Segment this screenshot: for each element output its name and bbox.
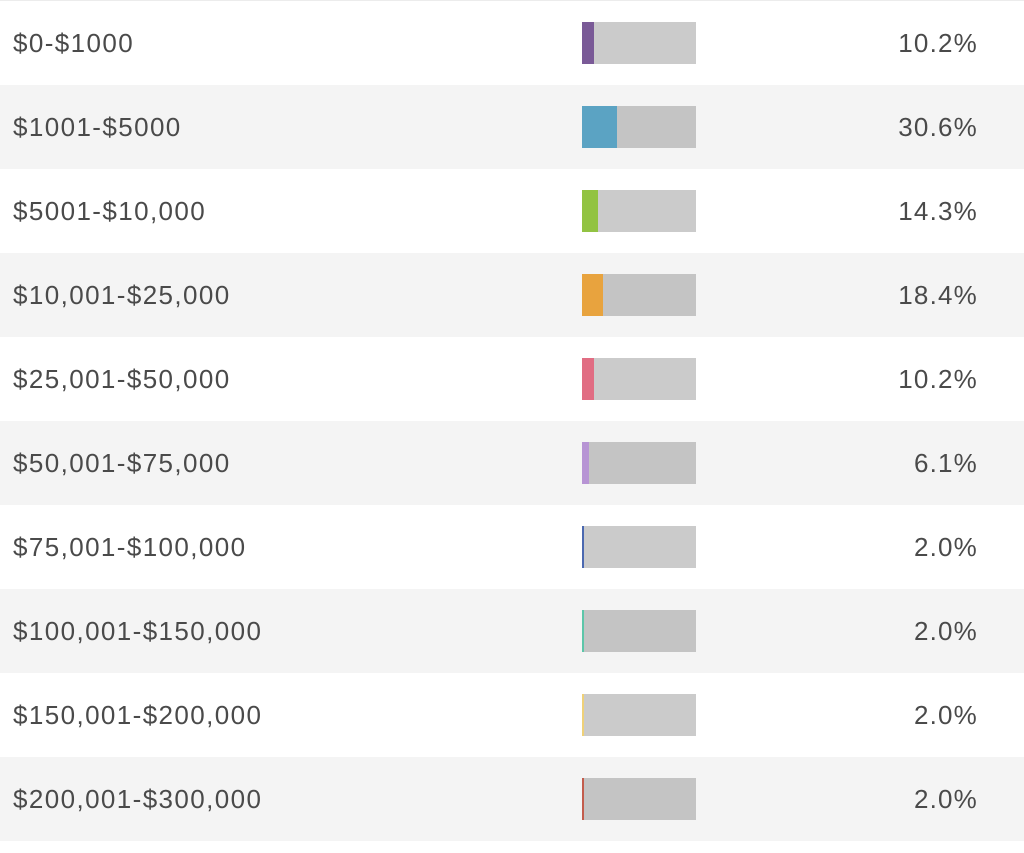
percent-label: 6.1% <box>913 448 978 478</box>
list-item: $0-$1000 10.2% <box>0 1 1024 85</box>
list-item: $10,001-$25,000 18.4% <box>0 253 1024 337</box>
percent-label: 2.0% <box>913 700 978 730</box>
list-item: $100,001-$150,000 2.0% <box>0 589 1024 673</box>
list-item: $75,001-$100,000 2.0% <box>0 505 1024 589</box>
list-item: $5001-$10,000 14.3% <box>0 169 1024 253</box>
bar-fill <box>582 778 584 820</box>
percent-label: 2.0% <box>913 784 978 814</box>
bar-track <box>582 106 696 148</box>
percent-label: 2.0% <box>913 532 978 562</box>
category-label: $100,001-$150,000 <box>13 616 263 646</box>
bar-track <box>582 190 696 232</box>
bar-track <box>582 610 696 652</box>
bar-track <box>582 778 696 820</box>
percent-label: 30.6% <box>898 112 978 142</box>
list-item: $150,001-$200,000 2.0% <box>0 673 1024 757</box>
category-label: $75,001-$100,000 <box>13 532 247 562</box>
percent-label: 10.2% <box>898 28 978 58</box>
bar-fill <box>582 274 603 316</box>
category-label: $10,001-$25,000 <box>13 280 231 310</box>
list-item: $50,001-$75,000 6.1% <box>0 421 1024 505</box>
bar-track <box>582 694 696 736</box>
bar-track <box>582 526 696 568</box>
bar-track <box>582 358 696 400</box>
category-label: $200,001-$300,000 <box>13 784 263 814</box>
percent-label: 2.0% <box>913 616 978 646</box>
bar-fill <box>582 694 584 736</box>
percent-label: 10.2% <box>898 364 978 394</box>
bar-fill <box>582 106 617 148</box>
category-label: $25,001-$50,000 <box>13 364 231 394</box>
category-label: $5001-$10,000 <box>13 196 207 226</box>
list-item: $200,001-$300,000 2.0% <box>0 757 1024 841</box>
list-item: $25,001-$50,000 10.2% <box>0 337 1024 421</box>
bar-fill <box>582 22 594 64</box>
bar-fill <box>582 610 584 652</box>
category-label: $50,001-$75,000 <box>13 448 231 478</box>
percent-label: 18.4% <box>898 280 978 310</box>
bar-track <box>582 442 696 484</box>
bar-fill <box>582 358 594 400</box>
bar-track <box>582 22 696 64</box>
percent-label: 14.3% <box>898 196 978 226</box>
category-label: $0-$1000 <box>13 28 135 58</box>
category-label: $150,001-$200,000 <box>13 700 263 730</box>
list-item: $1001-$5000 30.6% <box>0 85 1024 169</box>
bar-fill <box>582 526 584 568</box>
bar-fill <box>582 442 589 484</box>
category-label: $1001-$5000 <box>13 112 182 142</box>
bar-track <box>582 274 696 316</box>
bar-fill <box>582 190 598 232</box>
